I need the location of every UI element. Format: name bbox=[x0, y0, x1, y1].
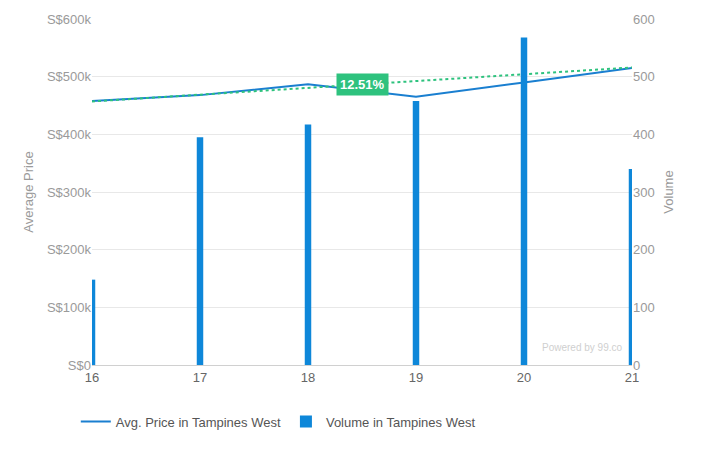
svg-text:Average Price: Average Price bbox=[21, 151, 36, 232]
svg-text:Powered by 99.co: Powered by 99.co bbox=[542, 342, 622, 353]
svg-text:S$400k: S$400k bbox=[47, 127, 92, 142]
svg-text:19: 19 bbox=[409, 370, 423, 385]
svg-text:S$100k: S$100k bbox=[47, 300, 92, 315]
svg-text:S$300k: S$300k bbox=[47, 185, 92, 200]
svg-text:Volume in Tampines West: Volume in Tampines West bbox=[326, 415, 475, 430]
svg-text:100: 100 bbox=[633, 300, 655, 315]
svg-text:S$600k: S$600k bbox=[47, 12, 92, 27]
svg-text:Avg. Price in Tampines West: Avg. Price in Tampines West bbox=[116, 415, 281, 430]
svg-text:18: 18 bbox=[301, 370, 315, 385]
svg-text:S$0: S$0 bbox=[68, 358, 91, 373]
svg-text:200: 200 bbox=[633, 242, 655, 257]
svg-text:500: 500 bbox=[633, 69, 655, 84]
svg-text:S$500k: S$500k bbox=[47, 69, 92, 84]
svg-text:600: 600 bbox=[633, 12, 655, 27]
svg-text:Volume: Volume bbox=[661, 170, 676, 213]
svg-text:17: 17 bbox=[193, 370, 207, 385]
svg-text:300: 300 bbox=[633, 185, 655, 200]
svg-text:0: 0 bbox=[633, 358, 640, 373]
svg-text:12.51%: 12.51% bbox=[340, 77, 385, 92]
svg-text:S$200k: S$200k bbox=[47, 242, 92, 257]
svg-text:400: 400 bbox=[633, 127, 655, 142]
svg-text:16: 16 bbox=[85, 370, 99, 385]
svg-text:20: 20 bbox=[517, 370, 531, 385]
svg-text:21: 21 bbox=[625, 370, 639, 385]
